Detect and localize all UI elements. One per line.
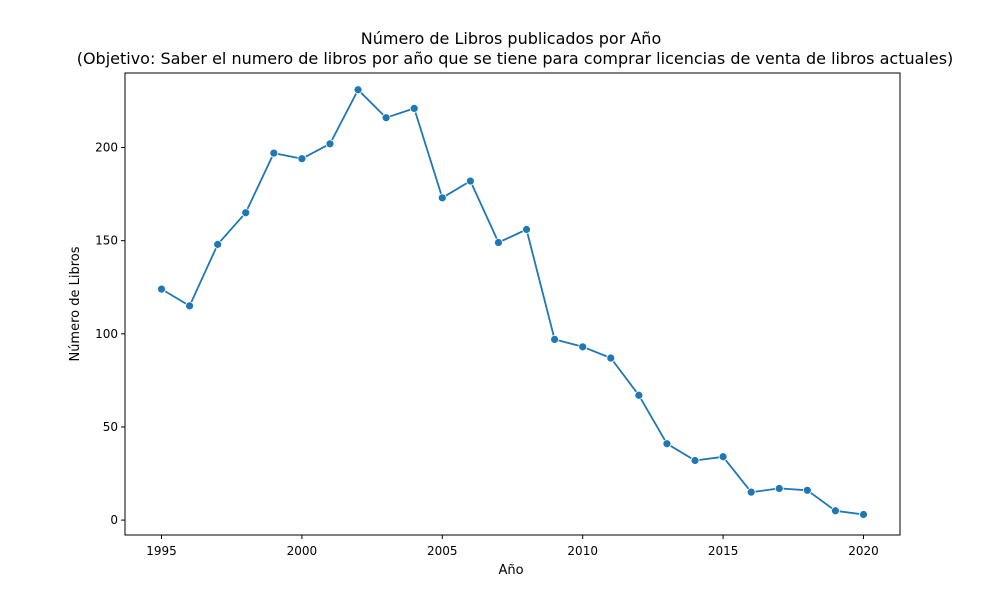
x-tick-label: 1995 <box>146 544 177 558</box>
y-tick-label: 200 <box>95 141 118 155</box>
y-tick-label: 150 <box>95 234 118 248</box>
plot-area <box>124 72 901 536</box>
data-point <box>606 353 616 363</box>
data-point <box>494 238 503 247</box>
data-point <box>802 485 812 495</box>
data-point <box>325 139 335 149</box>
x-axis: 1995 2000 2005 2010 2015 2020 <box>146 535 879 558</box>
y-axis-label: Número de Libros <box>68 246 83 361</box>
data-point <box>718 452 728 462</box>
data-point <box>353 85 363 95</box>
data-point <box>522 225 531 234</box>
series-group <box>157 85 868 519</box>
x-axis-label: Año <box>498 563 523 578</box>
data-point <box>690 456 700 465</box>
x-tick-label: 2000 <box>287 544 318 558</box>
y-tick-label: 50 <box>103 420 118 434</box>
y-tick-label: 0 <box>110 513 118 527</box>
data-point <box>297 154 307 164</box>
data-point <box>157 284 166 294</box>
data-point <box>269 148 279 158</box>
data-point <box>437 193 447 203</box>
y-tick-label: 100 <box>95 327 118 341</box>
data-point <box>409 103 419 113</box>
chart-subtitle: (Objetivo: Saber el numero de libros por… <box>77 49 954 68</box>
data-point <box>774 484 784 493</box>
data-point <box>241 208 251 218</box>
y-axis: 0 50 100 150 200 <box>95 141 125 527</box>
data-point <box>185 301 194 311</box>
series-line <box>161 88 864 516</box>
x-tick-label: 2010 <box>567 544 598 558</box>
data-point <box>578 342 588 352</box>
x-tick-label: 2020 <box>848 544 879 558</box>
data-point <box>662 439 672 449</box>
data-point <box>213 239 223 249</box>
data-point <box>381 113 391 123</box>
data-point <box>634 390 644 400</box>
x-tick-label: 2005 <box>427 544 458 558</box>
data-point <box>831 506 840 516</box>
x-tick-label: 2015 <box>708 544 739 558</box>
data-point <box>859 510 868 519</box>
data-point <box>465 176 475 186</box>
data-point <box>550 334 560 344</box>
data-point <box>746 487 756 497</box>
chart-title: Número de Libros publicados por Año <box>361 29 661 48</box>
